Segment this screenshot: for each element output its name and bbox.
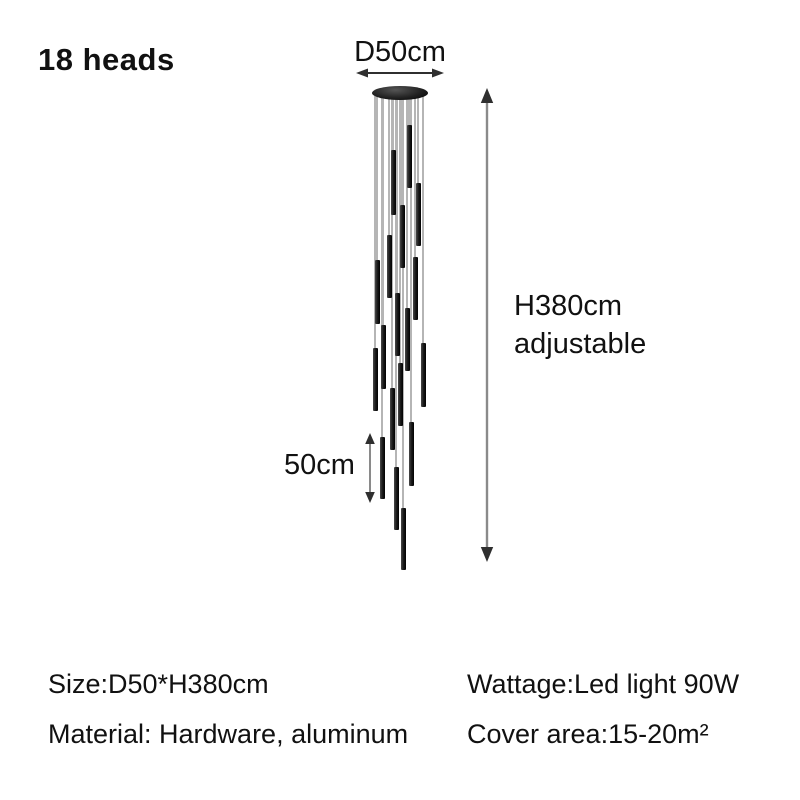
height-label-line2: adjustable [514,328,647,360]
canopy [372,86,428,100]
tube-length-arrow-head-bottom [365,492,375,503]
pendant-cable [395,96,397,470]
pendant-tube [389,388,395,450]
tube-length-arrow-head-top [365,433,375,444]
pendant-cable [391,96,393,391]
spec-wattage: Wattage:Led light 90W [467,669,740,699]
pendant-cable [422,96,424,346]
pendant-tube [412,257,418,320]
pendant-cable [401,96,403,208]
pendant-cable [402,96,404,511]
pendant-tube [408,422,414,486]
pendant-tube [374,260,380,324]
pendant-cable [392,96,394,153]
height-label: H380cm adjustable [514,287,646,363]
tube-length-label: 50cm [284,449,355,481]
pendant-tube [415,183,421,246]
pendant-tube [393,467,399,530]
pendant-tube [397,363,403,426]
spec-size: Size:D50*H380cm [48,669,269,699]
height-arrow-head-top [480,88,494,103]
height-label-line1: H380cm [514,290,622,322]
pendant-cable [374,96,376,351]
height-arrow-head-bottom [480,547,494,562]
diameter-label: D50cm [354,36,446,68]
pendant-cable [381,96,383,440]
pendant-tube [390,150,396,215]
heads-count-label: 18 heads [38,42,175,77]
diameter-arrow-head-left [356,68,368,78]
pendant-cable [388,96,390,238]
diameter-arrow [356,68,444,78]
pendant-cable [410,96,412,425]
spec-cover-area: Cover area:15-20m² [467,719,709,749]
pendant-tube [399,205,405,268]
diameter-arrow-head-right [432,68,444,78]
pendant-tube [394,293,400,356]
pendant-cable [406,96,408,311]
spec-material: Material: Hardware, aluminum [48,719,409,749]
pendant-tube [372,348,378,411]
pendant-tube [379,437,385,499]
pendant-tube [386,235,392,298]
pendant-cable [408,96,410,128]
pendant-tube [406,125,412,188]
pendant-cable [414,96,416,260]
height-arrow [480,88,494,562]
pendant-tube [380,325,386,389]
pendant-cable [376,96,378,263]
pendant-cable [396,96,398,296]
pendant-cable [417,96,419,186]
pendant-tube [420,343,426,407]
pendant-tube [404,308,410,371]
tube-length-arrow [365,433,375,503]
pendant-cable [382,96,384,328]
pendant-tube [400,508,406,570]
